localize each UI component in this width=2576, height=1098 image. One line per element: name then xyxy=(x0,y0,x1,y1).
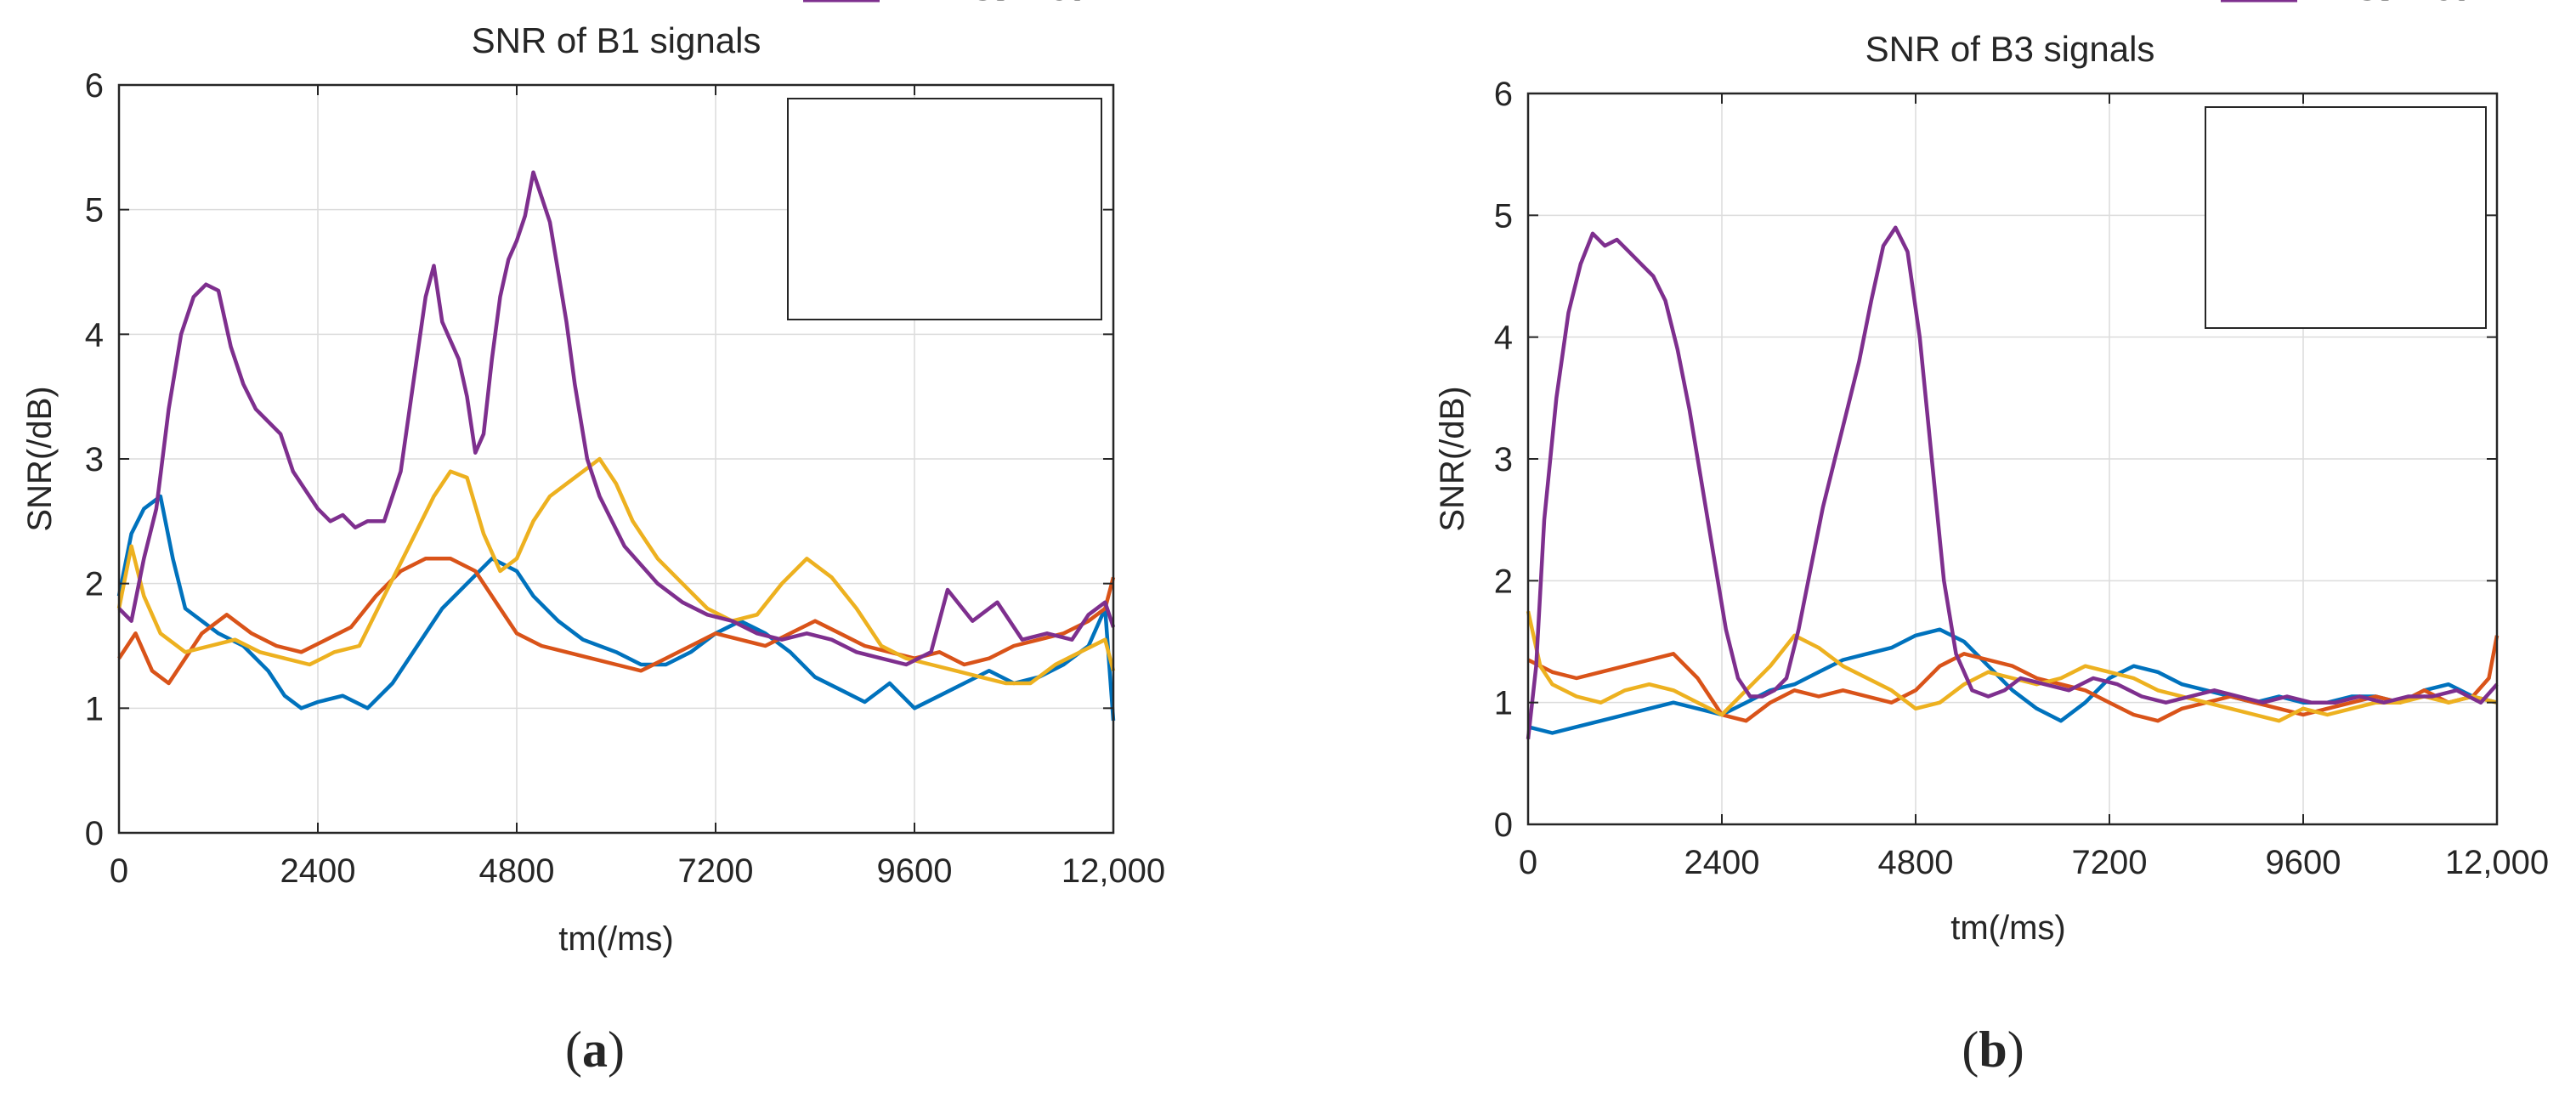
chart-panel-a: SNR of B1 signals 0 2400 4800 7200 9600 12,00… xyxy=(21,0,1165,1078)
x-axis-label: tm(/ms) xyxy=(1950,909,2066,947)
legend-label: SAT#6 xyxy=(990,0,1086,8)
legend-label: SAT#38 xyxy=(2357,0,2471,8)
x-tick-label: 9600 xyxy=(2266,844,2341,881)
series-line-sat38 xyxy=(1526,225,2499,739)
x-tick-label: 7200 xyxy=(678,852,754,890)
y-tick-label: 6 xyxy=(85,67,104,105)
y-tick-label: 1 xyxy=(85,690,104,727)
y-tick-label: 0 xyxy=(1494,807,1513,844)
x-tick-label: 7200 xyxy=(2072,844,2148,881)
y-tick-label: 5 xyxy=(1494,197,1513,235)
x-tick-label: 4800 xyxy=(1878,844,1954,881)
x-axis-ticks: 0 2400 4800 7200 9600 12,000 xyxy=(1519,93,2549,881)
x-axis-label: tm(/ms) xyxy=(558,920,674,958)
x-tick-label: 2400 xyxy=(1684,844,1760,881)
y-axis-label: SNR(/dB) xyxy=(1434,386,1471,531)
x-tick-label: 0 xyxy=(110,852,128,890)
series-line-sat3 xyxy=(117,557,1116,686)
legend-label: SAT#38 xyxy=(972,0,1086,8)
panel-caption: (b) xyxy=(1962,1022,2024,1078)
x-tick-label: 2400 xyxy=(280,852,356,890)
panel-label: a xyxy=(582,1022,608,1078)
chart-panel-b: SNR of B3 signals 0 2400 4800 7200 9600 12,00… xyxy=(1434,0,2549,1078)
y-tick-label: 4 xyxy=(85,316,104,354)
x-tick-label: 12,000 xyxy=(2445,844,2549,881)
chart-title: SNR of B1 signals xyxy=(472,20,761,60)
series-lines xyxy=(116,170,1116,722)
panel-caption: (a) xyxy=(565,1022,625,1078)
y-tick-label: 4 xyxy=(1494,320,1513,357)
series-line-sat38 xyxy=(117,170,1116,667)
y-tick-label: 2 xyxy=(1494,563,1513,600)
x-axis-ticks: 0 2400 4800 7200 9600 12,000 xyxy=(110,85,1165,890)
x-tick-label: 12,000 xyxy=(1062,852,1165,890)
legend: SAT#1SAT#3SAT#6SAT#38 xyxy=(2205,0,2487,329)
y-axis-ticks: 0 1 2 3 4 5 6 xyxy=(1494,76,2497,844)
series-line-sat3 xyxy=(1526,635,2500,723)
y-tick-label: 3 xyxy=(85,441,104,478)
series-lines xyxy=(1526,225,2500,739)
series-line-sat1 xyxy=(1527,627,2498,735)
series-line-sat6 xyxy=(116,456,1116,686)
legend-label: SAT#1 xyxy=(2375,0,2471,8)
x-tick-label: 9600 xyxy=(877,852,953,890)
x-tick-label: 4800 xyxy=(479,852,555,890)
y-tick-label: 0 xyxy=(85,815,104,852)
legend-box xyxy=(787,98,1102,320)
y-axis-ticks: 0 1 2 3 4 5 6 xyxy=(85,67,1113,852)
legend-label: SAT#3 xyxy=(2375,0,2471,8)
y-tick-label: 5 xyxy=(85,192,104,229)
legend-label: SAT#6 xyxy=(2375,0,2471,8)
chart-title: SNR of B3 signals xyxy=(1865,29,2155,69)
legend-label: SAT#3 xyxy=(990,0,1086,8)
y-tick-label: 6 xyxy=(1494,76,1513,113)
y-tick-label: 1 xyxy=(1494,685,1513,722)
legend: SAT#1SAT#3SAT#6SAT#38 xyxy=(787,0,1102,320)
y-axis-label: SNR(/dB) xyxy=(21,386,59,531)
panel-label: b xyxy=(1979,1022,2007,1078)
series-line-sat6 xyxy=(1526,610,2498,723)
legend-label: SAT#1 xyxy=(990,0,1086,8)
x-tick-label: 0 xyxy=(1519,844,1537,881)
y-tick-label: 2 xyxy=(85,566,104,603)
y-tick-label: 3 xyxy=(1494,441,1513,478)
legend-box xyxy=(2205,106,2487,329)
